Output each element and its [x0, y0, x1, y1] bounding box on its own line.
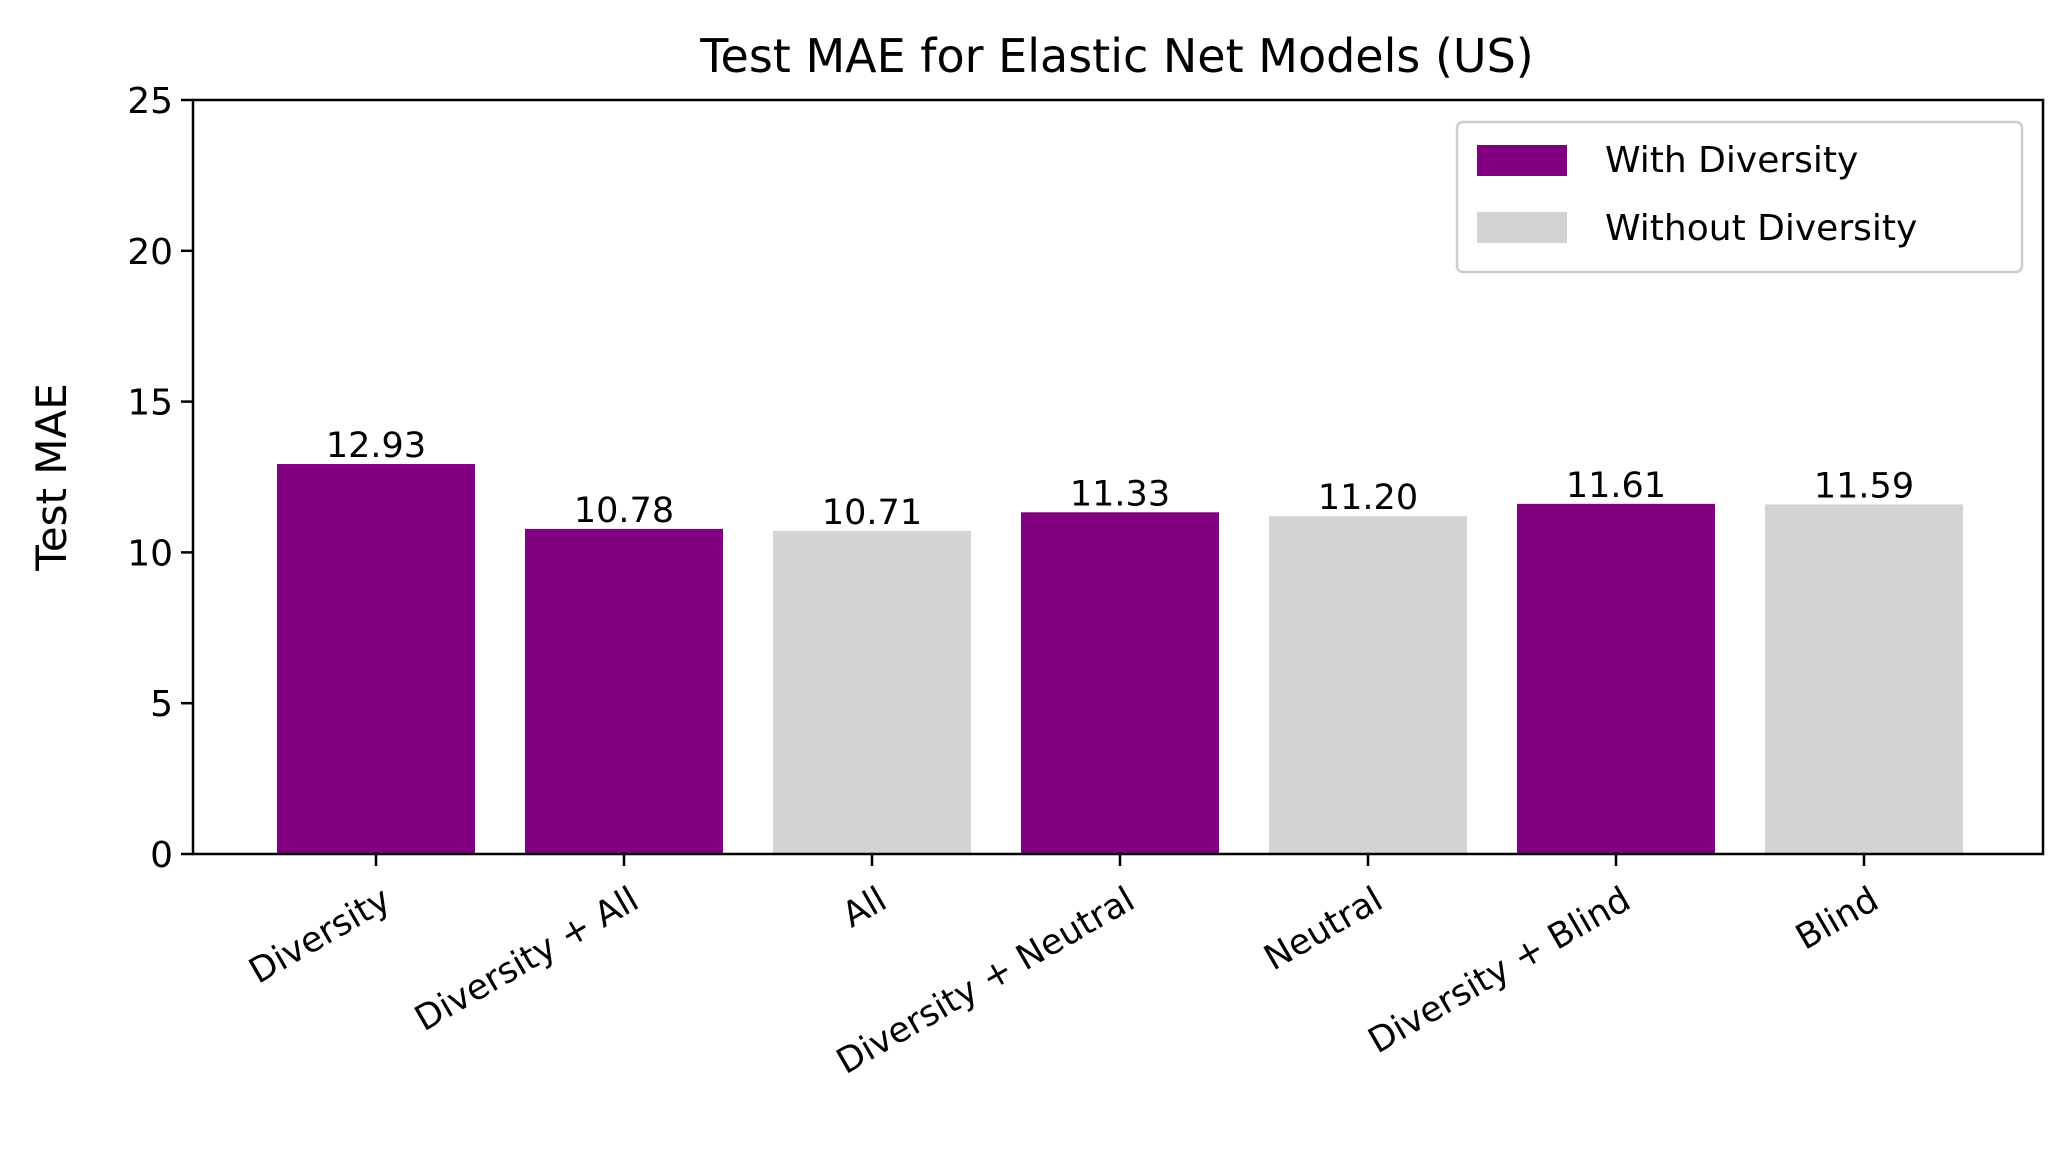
legend-label-with-diversity: With Diversity: [1605, 140, 1858, 181]
bar-diversity-blind: [1517, 503, 1715, 854]
plot-frame: [191, 98, 2045, 856]
x-tick-label: All: [836, 880, 894, 936]
bar-diversity: [277, 464, 475, 854]
y-axis-label: Test MAE: [27, 383, 76, 572]
bar-value-label: 10.71: [822, 493, 922, 533]
bar-all: [773, 530, 971, 854]
y-axis-ticks: 0 5 10 15 20 25: [127, 81, 193, 876]
x-tick-label: Blind: [1789, 880, 1885, 959]
legend-swatch-without-diversity: [1477, 212, 1567, 243]
legend-label-without-diversity: Without Diversity: [1605, 208, 1917, 249]
y-tick-label: 25: [127, 81, 173, 122]
bar-value-label: 12.93: [326, 426, 426, 466]
x-tick-label: Neutral: [1258, 880, 1390, 979]
bar-blind: [1765, 504, 1963, 854]
bar-diversity-neutral: [1021, 512, 1219, 854]
y-tick-label: 10: [127, 533, 173, 574]
y-tick-label: 15: [127, 383, 173, 424]
bar-neutral: [1269, 516, 1467, 854]
bar-value-label: 10.78: [574, 491, 674, 531]
y-tick-label: 0: [150, 835, 173, 876]
legend-box: [1455, 120, 2024, 274]
x-tick-label: Diversity + All: [408, 880, 645, 1040]
y-tick-label: 5: [150, 684, 173, 725]
bar-value-label: 11.61: [1566, 466, 1666, 506]
chart-title: Test MAE for Elastic Net Models (US): [699, 29, 1533, 83]
bars-layer: 12.93 10.78 10.71 11.33 11.20 11.61 11.59: [277, 426, 1963, 854]
y-tick-label: 20: [127, 232, 173, 273]
bar-value-label: 11.20: [1318, 478, 1418, 518]
legend: With Diversity Without Diversity: [1455, 120, 2024, 274]
bar-value-label: 11.33: [1070, 474, 1170, 514]
bar-diversity-all: [525, 528, 723, 854]
bar-value-label: 11.59: [1814, 466, 1914, 506]
x-tick-label: Diversity + Blind: [1362, 880, 1638, 1062]
x-tick-label: Diversity: [243, 880, 398, 993]
legend-swatch-with-diversity: [1477, 145, 1567, 176]
